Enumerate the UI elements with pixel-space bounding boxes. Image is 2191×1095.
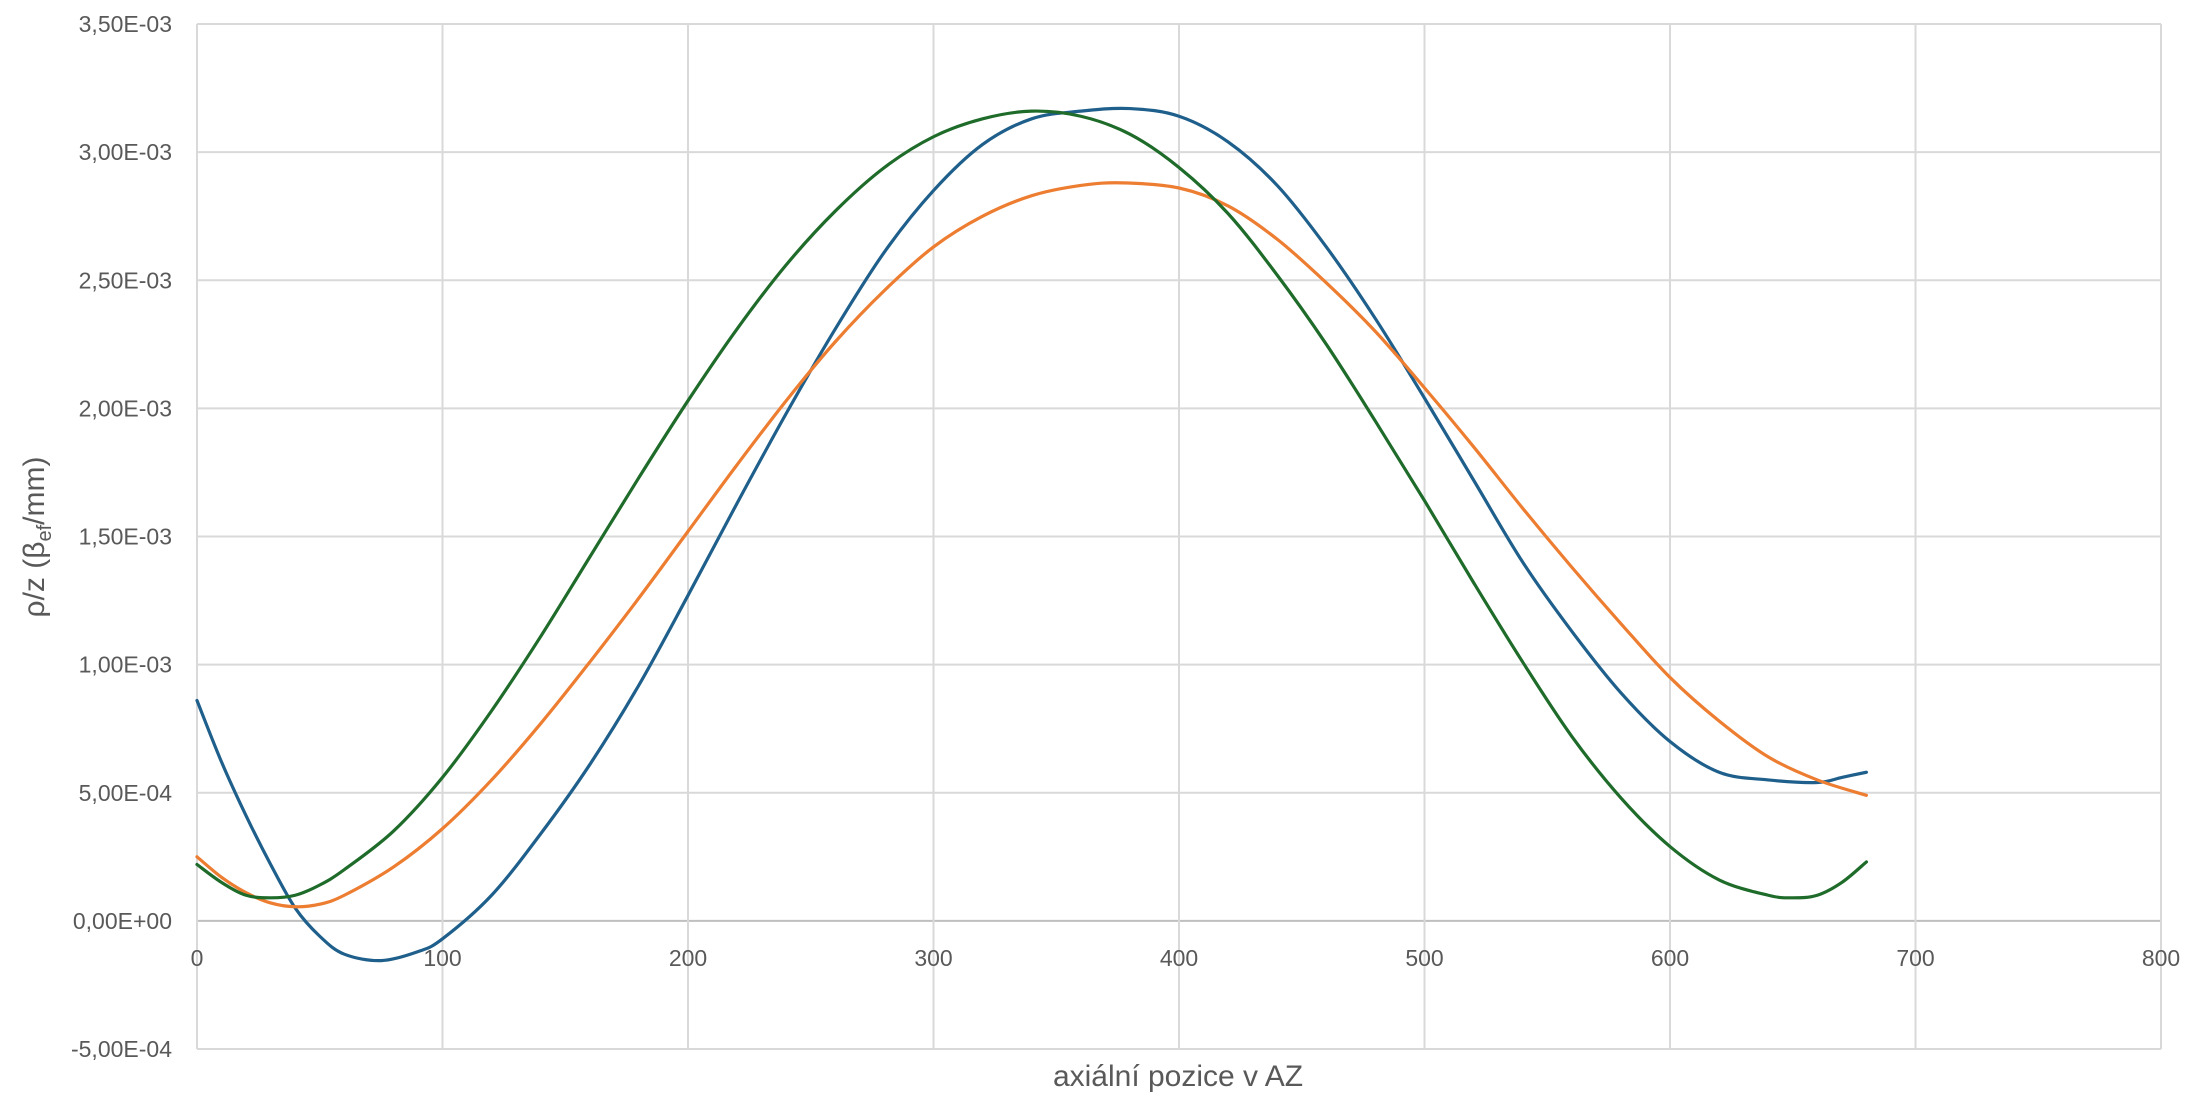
series-layer bbox=[195, 106, 1868, 963]
x-tick-label: 100 bbox=[423, 945, 461, 971]
y-axis-title: ρ/z (βef/mm) bbox=[18, 457, 56, 618]
series-line-2 bbox=[195, 181, 1868, 909]
y-tick-label: 1,00E-03 bbox=[79, 652, 172, 678]
y-tick-label: 3,50E-03 bbox=[79, 11, 172, 37]
x-axis-title: axiální pozice v AZ bbox=[1053, 1060, 1303, 1093]
y-tick-label: 5,00E-04 bbox=[79, 780, 173, 806]
y-tick-label: 2,50E-03 bbox=[79, 267, 172, 293]
y-tick-labels: -5,00E-04 0,00E+00 5,00E-04 1,00E-03 1,50E-0… bbox=[71, 11, 172, 1062]
grid-layer bbox=[196, 23, 2162, 1050]
x-tick-label: 800 bbox=[2142, 945, 2180, 971]
y-axis-title-main: ρ/z (β bbox=[18, 542, 51, 618]
series-line-1 bbox=[195, 106, 1868, 963]
x-tick-label: 500 bbox=[1405, 945, 1443, 971]
y-tick-label: 0,00E+00 bbox=[73, 908, 172, 934]
x-tick-label: 0 bbox=[191, 945, 204, 971]
y-axis-title-tail: /mm) bbox=[18, 457, 51, 525]
series-line-3 bbox=[195, 109, 1868, 900]
y-tick-label: -5,00E-04 bbox=[71, 1036, 172, 1062]
y-axis-title-subscript: ef bbox=[34, 524, 56, 541]
x-tick-label: 200 bbox=[669, 945, 707, 971]
x-tick-label: 600 bbox=[1651, 945, 1689, 971]
x-tick-labels: 0 100 200 300 400 500 600 700 800 bbox=[191, 945, 2181, 971]
x-tick-label: 700 bbox=[1896, 945, 1934, 971]
x-tick-label: 300 bbox=[914, 945, 952, 971]
y-tick-label: 1,50E-03 bbox=[79, 524, 172, 550]
x-tick-label: 400 bbox=[1160, 945, 1198, 971]
y-tick-label: 2,00E-03 bbox=[79, 395, 172, 421]
y-tick-label: 3,00E-03 bbox=[79, 139, 172, 165]
